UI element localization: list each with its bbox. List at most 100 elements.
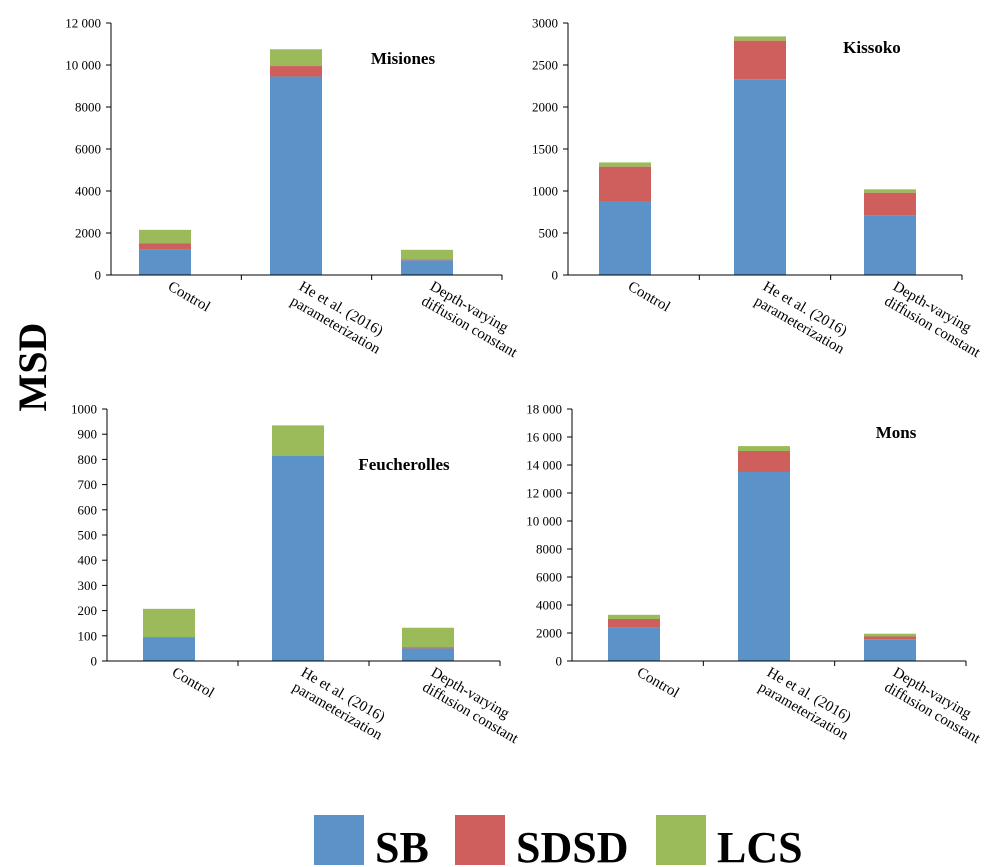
bar-lcs-2 (738, 446, 790, 451)
y-tick-label: 6000 (536, 570, 562, 585)
y-axis-label: MSD (10, 323, 55, 412)
bar-lcs-3 (864, 633, 916, 637)
y-tick-label: 2500 (532, 58, 558, 73)
x-category-label: He et al. (2016)parameterization (756, 665, 860, 744)
bar-lcs-2 (272, 425, 324, 456)
bar-sb-2 (734, 79, 786, 275)
bar-sb-3 (401, 260, 453, 275)
legend-swatch-sdsd (455, 815, 505, 865)
bar-lcs-3 (864, 189, 916, 193)
y-tick-label: 4000 (75, 184, 101, 199)
chart-panel-feucherolles: 0 100 200 300 400 500 600 700 800 900 1000 Control H… (71, 402, 530, 748)
panel-title: Feucherolles (358, 455, 450, 474)
bar-sb-2 (272, 455, 324, 661)
y-tick-label: 1000 (532, 184, 558, 199)
y-tick-label: 600 (78, 502, 98, 517)
bar-sdsd-2 (270, 66, 322, 77)
x-category-label-line: Control (169, 665, 217, 702)
y-tick-label: 2000 (532, 100, 558, 115)
x-category-label-line: Control (634, 665, 682, 702)
x-category-label: He et al. (2016)parameterization (288, 279, 392, 358)
bar-sb-1 (599, 201, 651, 275)
bar-lcs-1 (143, 608, 195, 638)
y-tick-label: 700 (78, 477, 98, 492)
x-category-label-line: Control (625, 279, 673, 316)
x-category-label: He et al. (2016)parameterization (290, 665, 394, 744)
bar-sb-3 (864, 215, 916, 275)
y-tick-label: 14 000 (526, 458, 562, 473)
bar-sb-3 (402, 648, 454, 661)
x-category-label: Control (634, 665, 682, 702)
y-tick-label: 1500 (532, 142, 558, 157)
y-tick-label: 200 (78, 603, 98, 618)
y-tick-label: 400 (78, 553, 98, 568)
bar-sb-3 (864, 639, 916, 661)
y-tick-label: 0 (91, 654, 98, 669)
y-tick-label: 800 (78, 452, 98, 467)
bar-sdsd-1 (599, 166, 651, 202)
bar-lcs-3 (402, 627, 454, 648)
y-tick-label: 18 000 (526, 402, 562, 417)
bar-sdsd-3 (864, 192, 916, 216)
legend-label-sdsd: SDSD (516, 823, 629, 867)
x-category-label: Depth-varyingdiffusion constant (420, 665, 530, 748)
y-tick-label: 2000 (75, 226, 101, 241)
panel-title: Misiones (371, 49, 436, 68)
bar-sdsd-2 (734, 40, 786, 80)
bar-sdsd-3 (864, 636, 916, 640)
y-tick-label: 0 (552, 268, 559, 283)
x-category-label-line: Control (165, 279, 213, 316)
bar-sb-1 (143, 637, 195, 661)
x-category-label: Depth-varyingdiffusion constant (882, 665, 988, 748)
y-tick-label: 1000 (71, 402, 97, 417)
y-tick-label: 10 000 (65, 58, 101, 73)
y-tick-label: 100 (78, 628, 98, 643)
y-tick-label: 12 000 (65, 16, 101, 31)
bar-sdsd-3 (401, 259, 453, 261)
x-category-label: Control (169, 665, 217, 702)
y-tick-label: 500 (78, 528, 98, 543)
legend-swatch-sb (314, 815, 364, 865)
bar-sdsd-1 (608, 619, 660, 628)
y-tick-label: 10 000 (526, 514, 562, 529)
bar-lcs-1 (608, 614, 660, 619)
y-axis-label-group: MSD (10, 323, 55, 412)
y-tick-label: 16 000 (526, 430, 562, 445)
y-tick-label: 3000 (532, 16, 558, 31)
y-tick-label: 12 000 (526, 486, 562, 501)
legend: SB SDSD LCS (314, 815, 803, 867)
y-tick-label: 0 (95, 268, 102, 283)
chart-panel-mons: 0 2000 4000 6000 8000 10 000 12 000 14 000 16 00… (526, 402, 988, 748)
y-tick-label: 300 (78, 578, 98, 593)
bar-sdsd-2 (738, 451, 790, 472)
bar-sb-1 (608, 627, 660, 661)
x-category-label: Control (165, 279, 213, 316)
bar-lcs-2 (734, 36, 786, 41)
y-tick-label: 0 (556, 654, 563, 669)
chart-panel-misiones: 0 2000 4000 6000 8000 10 000 12 000 Control He e… (65, 16, 529, 362)
y-tick-label: 900 (78, 427, 98, 442)
y-tick-label: 500 (539, 226, 559, 241)
panel-title: Kissoko (843, 38, 901, 57)
bar-lcs-1 (139, 229, 191, 244)
bar-lcs-2 (270, 49, 322, 67)
y-tick-label: 8000 (75, 100, 101, 115)
chart-panel-kissoko: 0 500 1000 1500 2000 2500 3000 Control He et al.… (532, 16, 988, 362)
y-tick-label: 4000 (536, 598, 562, 613)
x-category-label: Control (625, 279, 673, 316)
panel-title: Mons (876, 423, 917, 442)
y-tick-label: 6000 (75, 142, 101, 157)
y-tick-label: 2000 (536, 626, 562, 641)
x-category-label: He et al. (2016)parameterization (752, 279, 856, 358)
bar-sb-1 (139, 249, 191, 275)
legend-label-sb: SB (375, 823, 429, 867)
legend-label-lcs: LCS (717, 823, 803, 867)
x-category-label: Depth-varyingdiffusion constant (882, 279, 988, 362)
y-tick-label: 8000 (536, 542, 562, 557)
bar-sb-2 (270, 76, 322, 275)
x-category-label: Depth-varyingdiffusion constant (419, 279, 529, 362)
bar-lcs-1 (599, 162, 651, 167)
legend-swatch-lcs (656, 815, 706, 865)
